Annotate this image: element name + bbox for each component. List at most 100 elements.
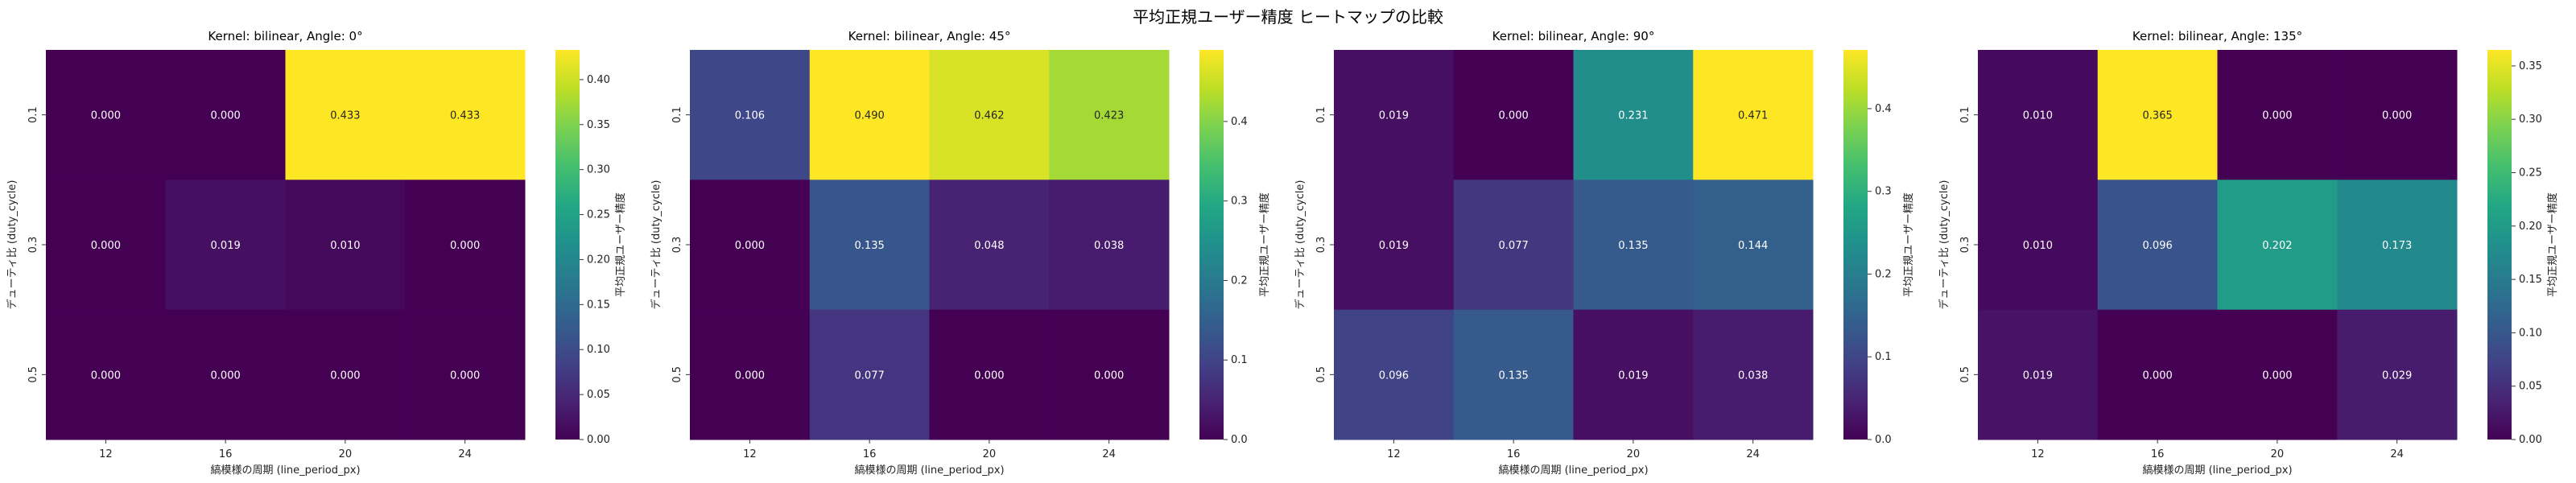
cell-value-label: 0.000 xyxy=(2382,110,2412,122)
heatmap-cell xyxy=(165,180,286,311)
x-axis-label: 縞模様の周期 (line_period_px) xyxy=(854,464,1004,477)
cell-value-label: 0.423 xyxy=(1094,110,1124,122)
x-tick-label: 20 xyxy=(2271,448,2285,460)
colorbar-label: 平均正規ユーザー精度 xyxy=(1902,192,1915,297)
cell-value-label: 0.433 xyxy=(450,110,480,122)
cell-value-label: 0.000 xyxy=(450,369,480,382)
x-tick-label: 16 xyxy=(2151,448,2165,460)
x-axis-label: 縞模様の周期 (line_period_px) xyxy=(2142,464,2292,477)
heatmap-cell xyxy=(2337,309,2458,440)
x-tick-label: 20 xyxy=(339,448,353,460)
heatmap-panel-4: Kernel: bilinear, Angle: 135° 0.010 0.365 0… xyxy=(1938,29,2559,477)
cell-value-label: 0.000 xyxy=(91,110,121,122)
y-tick-label: 0.5 xyxy=(1315,366,1327,383)
heatmap-cell xyxy=(809,180,930,311)
cell-value-label: 0.135 xyxy=(855,240,885,252)
colorbar-tick-label: 0.10 xyxy=(587,344,610,356)
heatmap-cell xyxy=(1453,180,1574,311)
heatmap-cell xyxy=(1978,50,2099,180)
figure-suptitle: 平均正規ユーザー精度 ヒートマップの比較 xyxy=(1133,7,1443,27)
heatmap-cell xyxy=(1049,180,1170,311)
heatmap-cell xyxy=(285,309,406,440)
cell-value-label: 0.000 xyxy=(1499,110,1529,122)
x-tick-label: 12 xyxy=(2031,448,2045,460)
heatmap-cell xyxy=(1978,180,2099,311)
cell-value-label: 0.077 xyxy=(1499,240,1529,252)
heatmap-cell xyxy=(1049,50,1170,180)
heatmap-cell xyxy=(2217,50,2338,180)
colorbar-label: 平均正規ユーザー精度 xyxy=(2546,192,2559,297)
heatmap-cell xyxy=(2217,180,2338,311)
y-tick-label: 0.5 xyxy=(671,366,683,383)
heatmap-panel-2: Kernel: bilinear, Angle: 45° 0.106 0.490 0.… xyxy=(650,29,1271,477)
heatmap-cell xyxy=(929,50,1050,180)
cell-value-label: 0.202 xyxy=(2262,240,2292,252)
colorbar-tick-label: 0.4 xyxy=(1875,103,1892,115)
cell-value-label: 0.106 xyxy=(735,110,765,122)
heatmap-cell xyxy=(165,309,286,440)
colorbar-tick-label: 0.15 xyxy=(2519,274,2542,286)
panel-title: Kernel: bilinear, Angle: 45° xyxy=(848,29,1011,43)
cell-value-label: 0.000 xyxy=(450,240,480,252)
heatmap-cell xyxy=(690,50,811,180)
heatmap-panels: Kernel: bilinear, Angle: 0° 0.000 0.000 0.4… xyxy=(6,29,2559,477)
cell-value-label: 0.000 xyxy=(974,369,1004,382)
cell-value-label: 0.135 xyxy=(1618,240,1648,252)
colorbar-tick-label: 0.40 xyxy=(587,74,610,86)
colorbar-tick-label: 0.2 xyxy=(1231,275,1248,287)
panel-title: Kernel: bilinear, Angle: 90° xyxy=(1492,29,1655,43)
heatmap-cell xyxy=(690,309,811,440)
heatmap-cell xyxy=(2217,309,2338,440)
colorbar-tick-label: 0.00 xyxy=(2519,434,2542,446)
cell-value-label: 0.019 xyxy=(211,240,241,252)
heatmap-cell xyxy=(46,309,167,440)
cell-value-label: 0.365 xyxy=(2143,110,2173,122)
y-tick-label: 0.1 xyxy=(671,106,683,123)
panel-title: Kernel: bilinear, Angle: 0° xyxy=(208,29,362,43)
cell-value-label: 0.000 xyxy=(1094,369,1124,382)
cell-value-label: 0.000 xyxy=(330,369,360,382)
x-tick-label: 16 xyxy=(1507,448,1521,460)
x-tick-label: 12 xyxy=(743,448,757,460)
x-tick-label: 20 xyxy=(1627,448,1641,460)
colorbar-label: 平均正規ユーザー精度 xyxy=(1258,192,1271,297)
cell-value-label: 0.144 xyxy=(1738,240,1768,252)
y-axis-label: デューティ比 (duty_cycle) xyxy=(650,180,663,310)
heatmap-cell xyxy=(2337,180,2458,311)
heatmap-cell xyxy=(2097,180,2218,311)
heatmap-cell xyxy=(929,180,1050,311)
heatmap-cell xyxy=(1334,50,1455,180)
x-axis-label: 縞模様の周期 (line_period_px) xyxy=(210,464,360,477)
cell-value-label: 0.000 xyxy=(2143,369,2173,382)
heatmap-cell xyxy=(809,50,930,180)
colorbar-tick-label: 0.1 xyxy=(1875,351,1892,363)
y-tick-label: 0.5 xyxy=(1959,366,1971,383)
colorbar-tick-label: 0.4 xyxy=(1231,116,1248,128)
x-tick-label: 24 xyxy=(1746,448,1760,460)
cell-value-label: 0.029 xyxy=(2382,369,2412,382)
cell-value-label: 0.019 xyxy=(1379,240,1409,252)
cell-value-label: 0.010 xyxy=(2023,110,2053,122)
heatmap-cell xyxy=(1573,309,1694,440)
colorbar-tick-label: 0.15 xyxy=(587,299,610,311)
heatmap-cell xyxy=(1334,180,1455,311)
colorbar-tick-label: 0.2 xyxy=(1875,268,1892,280)
cell-value-label: 0.019 xyxy=(1379,110,1409,122)
cell-value-label: 0.000 xyxy=(2262,369,2292,382)
heatmap-cell xyxy=(1334,309,1455,440)
y-axis-label: デューティ比 (duty_cycle) xyxy=(1294,180,1307,310)
heatmap-cell xyxy=(1693,309,1814,440)
colorbar-tick-label: 0.0 xyxy=(1231,434,1248,446)
cell-value-label: 0.000 xyxy=(91,240,121,252)
cell-value-label: 0.490 xyxy=(855,110,885,122)
x-tick-label: 16 xyxy=(219,448,233,460)
cell-value-label: 0.077 xyxy=(855,369,885,382)
cell-value-label: 0.173 xyxy=(2382,240,2412,252)
heatmap-cell xyxy=(165,50,286,180)
cell-value-label: 0.048 xyxy=(974,240,1004,252)
y-tick-label: 0.3 xyxy=(1959,237,1971,254)
y-tick-label: 0.1 xyxy=(1959,106,1971,123)
y-axis-label: デューティ比 (duty_cycle) xyxy=(1938,180,1951,310)
cell-value-label: 0.000 xyxy=(211,369,241,382)
